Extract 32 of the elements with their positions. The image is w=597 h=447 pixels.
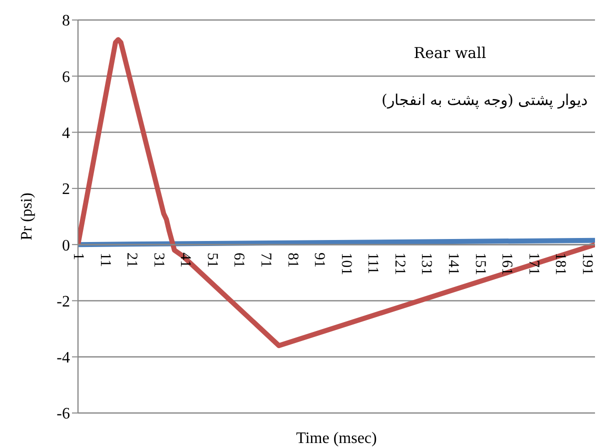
x-tick-label: 51 <box>204 252 220 268</box>
annotation: Rear wall <box>414 44 486 62</box>
x-tick-label: 101 <box>338 252 354 276</box>
x-tick-label: 81 <box>284 252 300 268</box>
y-tick-label: -2 <box>56 293 70 310</box>
y-tick-label: 6 <box>62 68 70 86</box>
x-tick-label: 41 <box>177 252 194 268</box>
x-tick-label: 191 <box>578 252 595 276</box>
annotation: دیوار پشتی (وجه پشت به انفجار) <box>381 91 588 109</box>
y-tick-label: 0 <box>62 237 70 254</box>
y-tick-label: -6 <box>56 406 70 423</box>
x-tick-label: 1 <box>70 252 86 260</box>
x-tick-label: 141 <box>445 252 462 276</box>
x-tick-label: 21 <box>124 252 140 268</box>
x-tick-label: 131 <box>418 252 434 276</box>
x-tick-label: 71 <box>258 252 274 268</box>
x-tick-label: 151 <box>472 252 488 276</box>
x-tick-label: 11 <box>96 252 113 268</box>
x-tick-label: 121 <box>391 252 408 276</box>
x-tick-label: 181 <box>552 252 568 276</box>
x-axis-title: Time (msec) <box>296 430 377 447</box>
x-tick-label: 171 <box>525 252 542 276</box>
y-axis-title: Pr (psi) <box>18 192 36 240</box>
x-tick-label: 161 <box>498 252 515 276</box>
x-tick-label: 91 <box>311 252 328 268</box>
y-tick-label: 4 <box>62 124 70 142</box>
x-tick-label: 111 <box>364 252 381 274</box>
x-tick-label: 31 <box>150 252 166 268</box>
y-tick-label: 2 <box>62 181 70 198</box>
x-tick-label: 61 <box>230 252 247 268</box>
y-tick-label: 8 <box>62 12 70 30</box>
y-tick-label: -4 <box>56 350 70 367</box>
